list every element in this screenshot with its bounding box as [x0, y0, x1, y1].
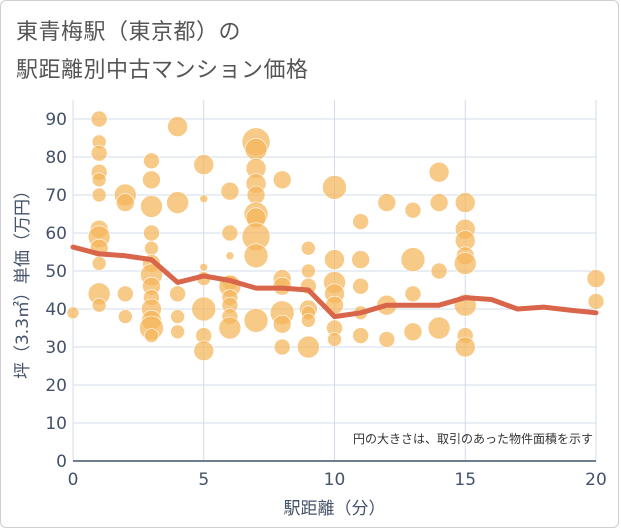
- bubble: [351, 250, 370, 269]
- bubble: [428, 161, 450, 183]
- bubble: [327, 332, 342, 347]
- bubble: [91, 297, 107, 313]
- y-tick-label: 40: [45, 300, 67, 320]
- bubble: [91, 172, 107, 188]
- x-tick-label: 15: [454, 470, 476, 490]
- chart-title-line1: 東青梅駅（東京都）の: [16, 20, 242, 45]
- x-tick-label: 10: [324, 470, 346, 490]
- bubble: [454, 192, 476, 213]
- bubble: [246, 185, 266, 205]
- bubble: [170, 324, 185, 340]
- bubble: [90, 144, 108, 162]
- bubble: [143, 152, 160, 170]
- bubble: [170, 309, 185, 324]
- bubble-layer: [66, 110, 606, 362]
- bubble: [427, 316, 451, 340]
- bubble: [225, 251, 235, 261]
- bubble: [586, 269, 606, 288]
- bubble: [378, 331, 396, 348]
- bubble: [243, 308, 269, 333]
- bubble: [322, 175, 347, 200]
- bubble: [191, 296, 217, 322]
- bubble: [90, 110, 108, 128]
- bubble: [140, 195, 163, 218]
- x-tick-label: 5: [198, 470, 209, 490]
- bubble: [169, 285, 186, 303]
- y-tick-label: 30: [45, 338, 67, 358]
- bubble: [118, 309, 133, 324]
- bubble: [429, 193, 449, 212]
- bubble: [404, 201, 422, 219]
- bubble: [142, 170, 161, 190]
- bubble: [403, 322, 423, 342]
- bubble: [144, 328, 159, 343]
- bubble: [453, 252, 477, 275]
- bubble: [301, 240, 316, 256]
- bubble: [272, 314, 292, 334]
- y-axis-ticks: 0 10 20 30 40 50 60 70 80 90: [45, 110, 67, 472]
- x-tick-label: 0: [68, 470, 79, 490]
- bubble: [324, 249, 345, 270]
- bubble: [116, 193, 135, 212]
- average-price-line: [70, 244, 599, 320]
- x-axis-ticks: 0 5 10 15 20: [68, 470, 607, 490]
- bubble: [193, 154, 215, 175]
- bubble: [404, 285, 422, 303]
- bubble: [221, 224, 239, 242]
- y-tick-label: 20: [45, 376, 67, 396]
- y-tick-label: 10: [45, 414, 67, 434]
- bubble-size-note: 円の大きさは、取引のあった物件面積を示す: [353, 431, 593, 446]
- bubble: [587, 293, 605, 310]
- bubble: [301, 263, 316, 279]
- y-tick-label: 0: [56, 452, 67, 472]
- chart-title-line2: 駅距離別中古マンション価格: [16, 58, 309, 83]
- bubble: [220, 181, 240, 201]
- x-axis-label: 駅距離（分）: [284, 499, 386, 519]
- bubble: [91, 256, 107, 271]
- bubble: [454, 336, 476, 358]
- bubble: [199, 194, 209, 204]
- bubble: [199, 262, 209, 272]
- y-tick-label: 90: [45, 110, 67, 130]
- y-tick-label: 50: [45, 262, 67, 282]
- bubble: [193, 340, 215, 362]
- bubble: [66, 306, 80, 320]
- bubble: [400, 247, 426, 272]
- bubble: [430, 262, 448, 280]
- bubble: [352, 213, 369, 230]
- y-axis-label: 坪（3.3㎡）単価（万円）: [13, 182, 33, 379]
- bubble: [243, 243, 269, 269]
- x-tick-label: 20: [585, 470, 607, 490]
- bubble: [272, 170, 292, 190]
- bubble: [244, 138, 268, 161]
- bubble: [352, 277, 369, 295]
- bubble: [144, 240, 159, 256]
- y-tick-label: 70: [45, 186, 67, 206]
- bubble: [377, 193, 397, 212]
- y-tick-label: 80: [45, 148, 67, 168]
- bubble: [218, 316, 242, 340]
- bubble: [143, 224, 160, 242]
- bubble: [301, 313, 316, 328]
- bubble: [167, 116, 188, 137]
- bubble: [91, 187, 107, 203]
- bubble: [166, 191, 189, 214]
- bubble: [352, 327, 369, 344]
- bubble: [273, 338, 291, 356]
- bubble: [297, 335, 320, 359]
- bubble: [117, 285, 134, 303]
- y-tick-label: 60: [45, 224, 67, 244]
